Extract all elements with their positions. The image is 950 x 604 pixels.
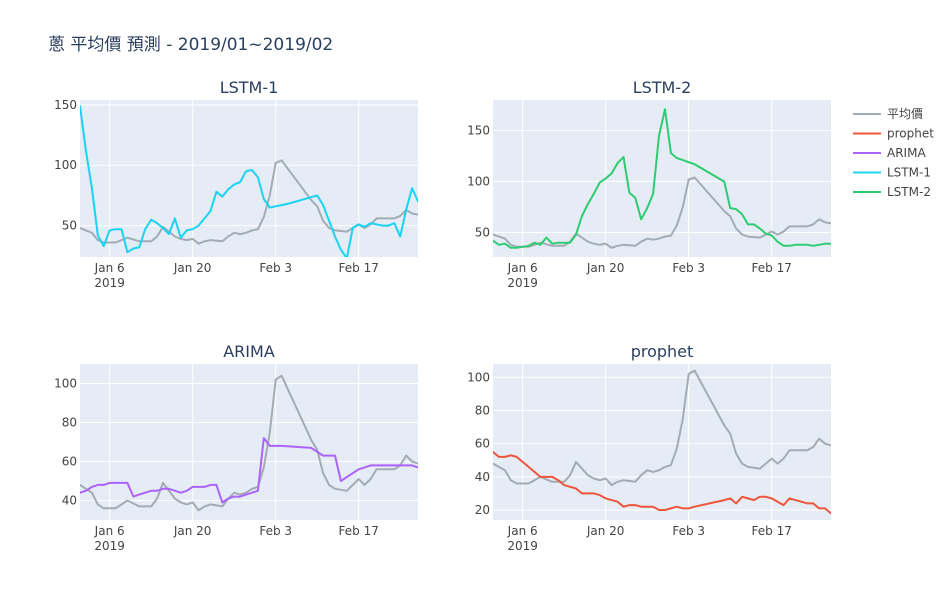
series-line-平均價[interactable] — [80, 159, 418, 245]
x-tick-sublabel: 2019 — [507, 276, 538, 290]
y-tick-label: 50 — [62, 219, 77, 233]
subplot-title: ARIMA — [223, 342, 275, 361]
legend-item[interactable]: ARIMA — [853, 146, 926, 160]
x-tick-label: Jan 6 — [507, 524, 538, 538]
legend-item[interactable]: LSTM-1 — [853, 166, 931, 180]
legend-label: LSTM-1 — [887, 166, 931, 180]
y-tick-label: 100 — [54, 377, 77, 391]
series-line-LSTM-1[interactable] — [80, 105, 418, 258]
x-tick-label: Feb 17 — [752, 261, 792, 275]
y-tick-label: 60 — [475, 437, 490, 451]
y-tick-label: 60 — [62, 455, 77, 469]
subplot-title: LSTM-2 — [633, 78, 692, 97]
x-tick-label: Jan 20 — [173, 261, 212, 275]
x-tick-sublabel: 2019 — [507, 539, 538, 553]
x-tick-label: Feb 17 — [339, 524, 379, 538]
series-line-平均價[interactable] — [493, 176, 831, 249]
y-tick-label: 80 — [475, 403, 490, 417]
y-tick-label: 100 — [467, 370, 490, 384]
y-tick-label: 40 — [62, 494, 77, 508]
x-tick-label: Feb 3 — [259, 261, 292, 275]
legend-item[interactable]: 平均價 — [853, 107, 923, 121]
y-tick-label: 150 — [54, 98, 77, 112]
y-tick-label: 100 — [54, 158, 77, 172]
x-tick-label: Feb 3 — [259, 524, 292, 538]
legend[interactable]: 平均價 prophet ARIMA LSTM-1 LSTM-2 — [853, 107, 934, 199]
x-tick-label: Feb 17 — [339, 261, 379, 275]
x-tick-label: Jan 20 — [173, 524, 212, 538]
series-line-prophet[interactable] — [493, 451, 831, 515]
y-tick-label: 80 — [62, 416, 77, 430]
x-tick-sublabel: 2019 — [94, 276, 125, 290]
figure-title: 蔥 平均價 預測 - 2019/01~2019/02 — [48, 35, 333, 55]
y-tick-label: 150 — [467, 124, 490, 138]
x-tick-label: Jan 6 — [507, 261, 538, 275]
legend-label: LSTM-2 — [887, 185, 931, 199]
series-group — [80, 105, 418, 258]
series-line-平均價[interactable] — [80, 374, 418, 512]
x-tick-label: Jan 20 — [586, 261, 625, 275]
x-tick-sublabel: 2019 — [94, 539, 125, 553]
x-tick-label: Jan 6 — [94, 524, 125, 538]
series-line-LSTM-2[interactable] — [493, 108, 831, 249]
series-group — [493, 369, 831, 515]
x-tick-label: Feb 3 — [672, 524, 705, 538]
subplot-title: LSTM-1 — [220, 78, 279, 97]
x-tick-label: Jan 6 — [94, 261, 125, 275]
x-tick-label: Feb 3 — [672, 261, 705, 275]
y-tick-label: 50 — [475, 226, 490, 240]
legend-label: ARIMA — [887, 146, 926, 160]
y-tick-label: 20 — [475, 503, 490, 517]
plot-area — [493, 364, 831, 520]
x-tick-label: Feb 17 — [752, 524, 792, 538]
legend-label: 平均價 — [887, 107, 923, 121]
series-group — [80, 374, 418, 512]
y-tick-label: 100 — [467, 175, 490, 189]
x-tick-label: Jan 20 — [586, 524, 625, 538]
y-tick-label: 40 — [475, 470, 490, 484]
plot-area — [80, 364, 418, 520]
series-line-ARIMA[interactable] — [80, 437, 418, 504]
series-line-平均價[interactable] — [493, 369, 831, 487]
series-group — [493, 108, 831, 249]
plot-area — [80, 100, 418, 257]
legend-item[interactable]: prophet — [853, 127, 934, 141]
legend-item[interactable]: LSTM-2 — [853, 185, 931, 199]
legend-label: prophet — [887, 127, 934, 141]
subplot-title: prophet — [631, 342, 694, 361]
